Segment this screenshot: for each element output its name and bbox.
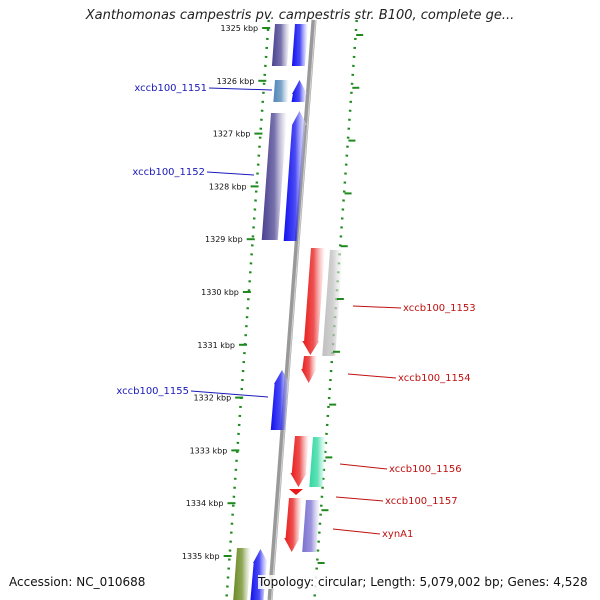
- gene-label[interactable]: xccb100_1152: [132, 167, 205, 178]
- feature-block-lavender: [302, 500, 320, 552]
- feature-block-olive: [233, 548, 251, 600]
- accession-text: Accession: NC_010688: [9, 575, 146, 589]
- feature-group: [233, 24, 343, 600]
- backbone-line: [267, 19, 317, 600]
- feature-block-dark-purple: [271, 24, 290, 66]
- gene-label[interactable]: xccb100_1156: [389, 464, 462, 475]
- gene-arrow-xynA1: [284, 498, 302, 552]
- gene-label[interactable]: xccb100_1155: [116, 386, 189, 397]
- gene-label[interactable]: xccb100_1153: [403, 303, 476, 314]
- gene-arrow-xccb100-1156: [290, 436, 309, 487]
- tick-label: 1327 kbp: [213, 130, 251, 139]
- gene-label-group: xccb100_1151 xccb100_1152 xccb100_1153xccb…: [116, 83, 475, 540]
- gene-label-leader: [347, 373, 397, 379]
- gene-arrow-xccb100-1153: [302, 248, 325, 355]
- gene-label[interactable]: xccb100_1151: [134, 83, 207, 94]
- tick-label: 1333 kbp: [190, 446, 228, 455]
- tick-label: 1325 kbp: [220, 24, 258, 33]
- map-title: Xanthomonas campestris pv. campestris st…: [85, 8, 515, 23]
- label-line-group: [190, 87, 402, 535]
- feature-block-steel-blue: [273, 80, 289, 102]
- gene-label-leader: [190, 390, 269, 398]
- tick-label: 1329 kbp: [205, 235, 243, 244]
- gene-arrow-xccb100-1151: [291, 80, 307, 102]
- tick-label: 1335 kbp: [182, 552, 220, 561]
- tick-label-group: 1325 kbp 1326 kbp 1327 kbp 1328 kbp 1329 kbp…: [182, 24, 364, 564]
- gene-label[interactable]: xccb100_1157: [385, 496, 458, 507]
- gene-label-leader: [335, 496, 384, 502]
- tick-label: 1330 kbp: [201, 288, 239, 297]
- gene-arrow-xccb100-1157: [289, 489, 303, 495]
- tick-label: 1332 kbp: [193, 394, 231, 403]
- backbone-group: [267, 19, 317, 600]
- gene-arrow-xccb100-1155: [270, 370, 290, 430]
- outer-dotted-ring: [225, 19, 270, 600]
- topology-stats-text: Topology: circular; Length: 5,079,002 bp…: [258, 575, 588, 589]
- tick-label: 1334 kbp: [186, 499, 224, 508]
- gene-label[interactable]: xccb100_1154: [398, 373, 471, 384]
- gene-label-leader: [352, 305, 402, 309]
- gene-label-leader: [332, 528, 381, 535]
- gene-label-leader: [208, 87, 273, 91]
- backbone-highlight: [270, 19, 317, 600]
- feature-block-dark-purple: [261, 113, 287, 240]
- tick-label: 1331 kbp: [197, 341, 235, 350]
- feature-block-forward: [291, 24, 308, 66]
- feature-block-teal: [309, 437, 326, 487]
- feature-block-grey: [322, 250, 343, 356]
- gene-arrow-xccb100-1152: [283, 111, 307, 241]
- tick-label: 1326 kbp: [217, 77, 255, 86]
- gene-arrow-xccb100-1154: [301, 356, 317, 383]
- tick-label: 1328 kbp: [209, 182, 247, 191]
- gene-label-leader: [339, 463, 388, 470]
- gene-label-leader: [206, 171, 255, 176]
- gene-label[interactable]: xynA1: [382, 529, 413, 540]
